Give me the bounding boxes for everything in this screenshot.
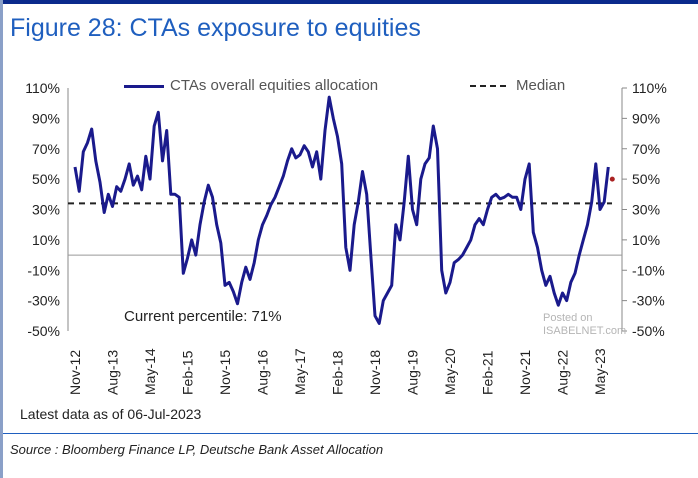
current-percentile-note: Current percentile: 71%	[124, 308, 282, 325]
watermark-line2: ISABELNET.com	[543, 325, 627, 337]
y-tick-label-left: 30%	[32, 202, 60, 218]
y-tick-label-left: 110%	[25, 80, 60, 96]
y-tick-label-right: 10%	[632, 232, 660, 248]
y-tick-label-left: 10%	[32, 232, 60, 248]
x-tick-label: May-23	[592, 348, 608, 395]
x-tick-label: Feb-18	[330, 350, 346, 395]
top-border	[0, 0, 698, 4]
last-point-marker	[609, 176, 615, 182]
x-tick-label: Nov-12	[67, 350, 83, 395]
chart-title: Figure 28: CTAs exposure to equities	[10, 14, 421, 42]
footer-divider	[3, 433, 698, 434]
legend-median-label: Median	[516, 77, 566, 94]
series-line-ctas-allocation	[73, 95, 610, 325]
y-tick-label-right: -10%	[632, 262, 665, 278]
x-tick-label: Nov-18	[367, 350, 383, 395]
left-tick-labels: 110% 90% 70% 50% 30% 10% -10% -30% -50%	[25, 80, 60, 339]
x-tick-label: Aug-22	[555, 350, 571, 395]
latest-data-note: Latest data as of 06-Jul-2023	[20, 406, 202, 422]
watermark: Posted on ISABELNET.com	[543, 312, 626, 338]
y-tick-label-right: 110%	[632, 80, 667, 96]
legend-series-label: CTAs overall equities allocation	[170, 77, 379, 94]
x-tick-label: Nov-15	[217, 350, 233, 395]
y-tick-label-right: -50%	[632, 323, 665, 339]
y-tick-label-right: 30%	[632, 202, 660, 218]
source-note: Source : Bloomberg Finance LP, Deutsche …	[10, 442, 384, 457]
y-tick-label-left: 50%	[32, 171, 60, 187]
x-tick-label: Feb-15	[180, 350, 196, 395]
watermark-line1: Posted on	[543, 312, 593, 324]
y-tick-label-left: 70%	[32, 141, 60, 157]
y-tick-label-left: -10%	[27, 262, 60, 278]
y-tick-label-left: 90%	[32, 110, 60, 126]
x-tick-label: May-20	[442, 348, 458, 395]
x-tick-label: Aug-16	[255, 350, 271, 395]
right-tick-labels: 110% 90% 70% 50% 30% 10% -10% -30% -50%	[622, 80, 667, 339]
x-tick-label: Aug-19	[405, 350, 421, 395]
y-tick-label-right: 70%	[632, 141, 660, 157]
y-tick-label-left: -30%	[27, 293, 60, 309]
left-border	[0, 0, 3, 478]
x-tick-label: Nov-21	[517, 350, 533, 395]
y-tick-label-right: 50%	[632, 171, 660, 187]
x-tick-label: Feb-21	[480, 350, 496, 395]
y-tick-label-left: -50%	[27, 323, 60, 339]
x-tick-label: Aug-13	[105, 350, 121, 395]
y-tick-label-right: -30%	[632, 293, 665, 309]
y-tick-label-right: 90%	[632, 110, 660, 126]
x-tick-labels: Nov-12 Aug-13 May-14 Feb-15 Nov-15 Aug-16 May-…	[67, 348, 608, 395]
x-tick-label: May-14	[142, 348, 158, 395]
x-tick-label: May-17	[292, 348, 308, 395]
legend-series-swatch	[124, 85, 164, 88]
legend-median-swatch	[470, 85, 506, 87]
